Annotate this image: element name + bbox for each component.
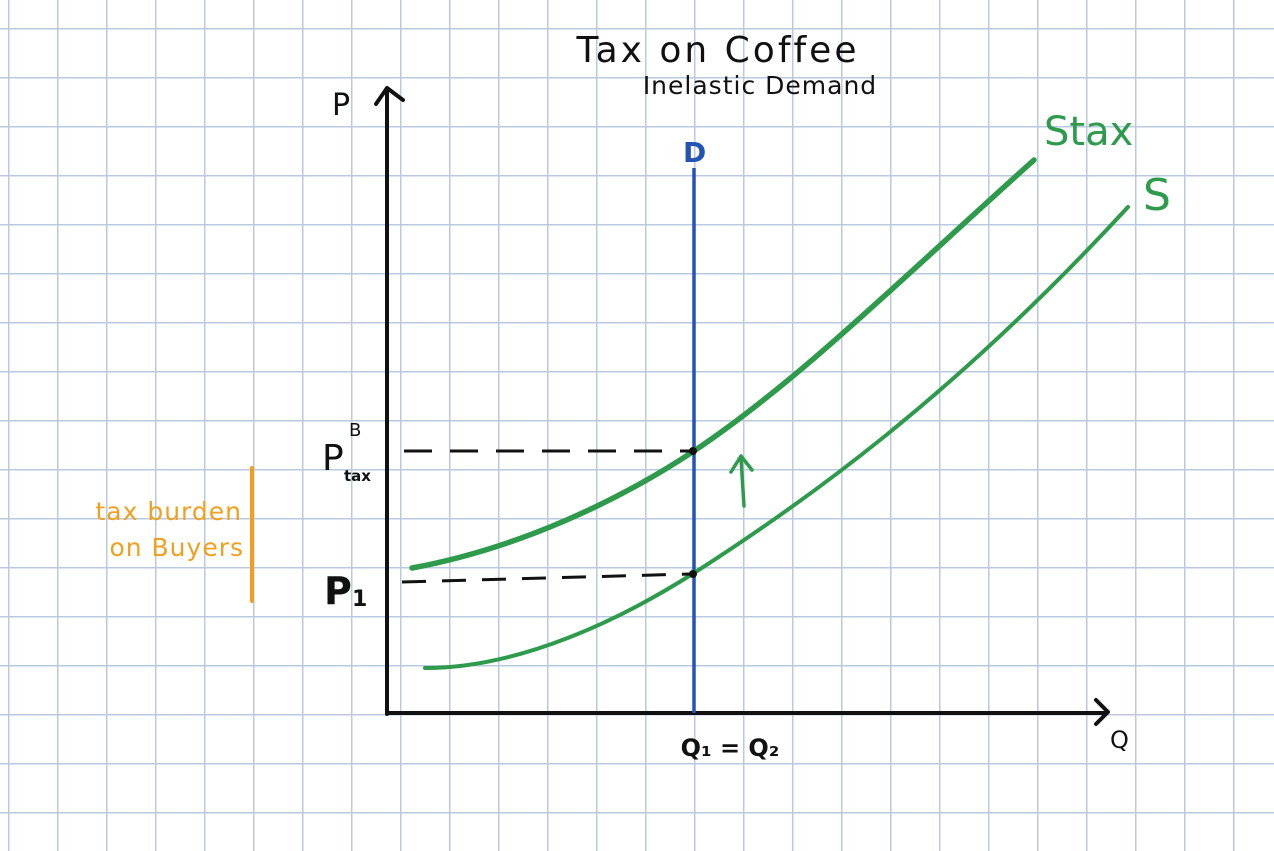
supply-tax-label: Stax [1044,109,1133,155]
supply-tax-curve [409,157,1037,571]
p1-subscript: 1 [352,587,367,612]
price-guides [401,447,697,584]
supply-curves: Stax S [409,109,1171,670]
axes: P Q [332,86,1129,754]
shift-arrow-shaft [739,456,746,508]
supply-label: S [1143,170,1171,221]
shift-arrow-head [729,454,754,474]
equilibrium-original-point [689,570,697,578]
tax-burden-annotation: tax burden on Buyers [95,466,254,603]
supply-curve [423,205,1130,670]
y-axis-arrowhead [374,86,405,106]
tax-burden-line1: tax burden [95,497,242,526]
diagram-title: Tax on Coffee [576,30,860,71]
p-tax-label: P [322,438,344,479]
tax-burden-line2: on Buyers [109,533,244,562]
p1-dashed-line [401,572,691,584]
x-axis-label: Q [1110,726,1129,754]
p-tax-superscript: B [349,420,361,441]
diagram-subtitle: Inelastic Demand [643,71,877,100]
price-labels: P B tax P 1 [322,420,371,613]
x-axis-arrowhead [1094,698,1110,726]
demand-label: D [683,136,706,169]
demand-curve: D [683,136,706,713]
y-axis-label: P [332,88,350,123]
p1-label: P [324,569,352,613]
equilibrium-tax-point [689,447,697,455]
p-tax-subscript: tax [344,467,371,485]
quantity-label: Q₁ = Q₂ [681,734,780,762]
